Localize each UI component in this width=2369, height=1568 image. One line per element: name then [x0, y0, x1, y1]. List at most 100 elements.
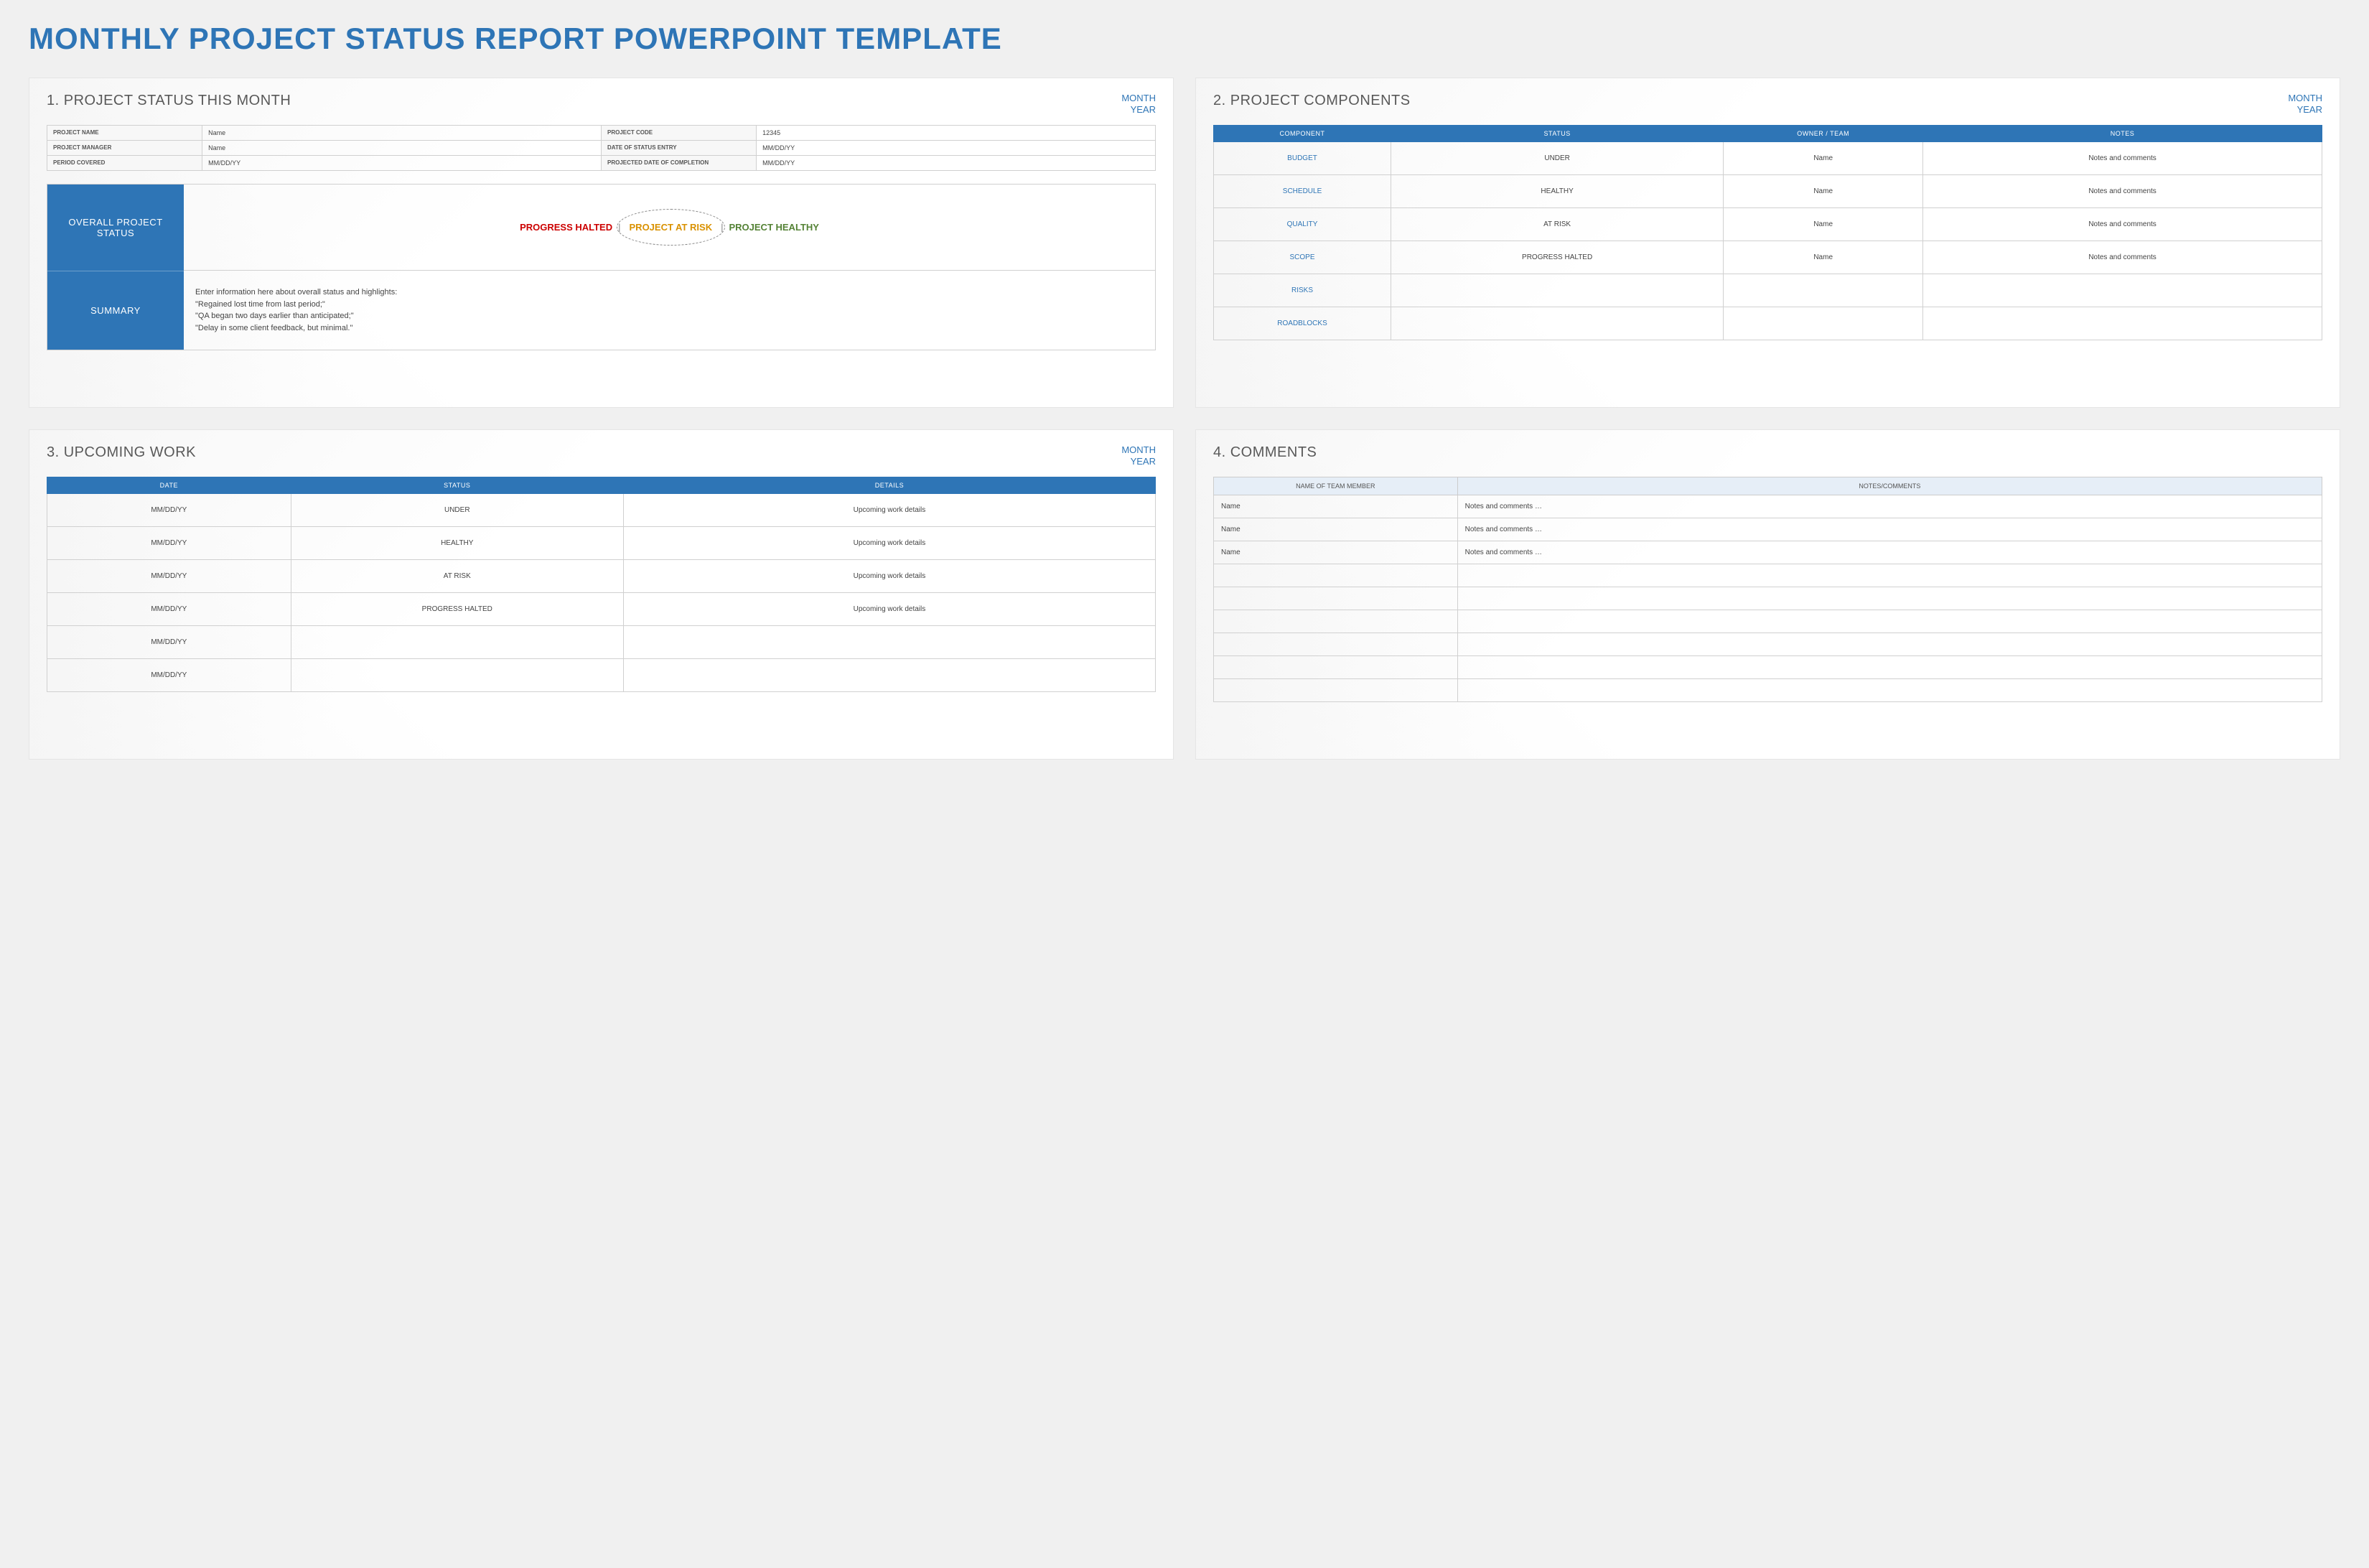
- summary-text[interactable]: Enter information here about overall sta…: [184, 271, 1155, 350]
- cell-name[interactable]: [1214, 679, 1458, 702]
- cell-status[interactable]: HEALTHY: [291, 527, 623, 560]
- cell-owner[interactable]: Name: [1724, 241, 1923, 274]
- cell-name[interactable]: [1214, 656, 1458, 679]
- col-status: STATUS: [1391, 126, 1724, 142]
- cell-details[interactable]: [623, 659, 1155, 692]
- cell-date[interactable]: MM/DD/YY: [47, 527, 291, 560]
- cell-name[interactable]: [1214, 587, 1458, 610]
- period-year: YEAR: [1121, 456, 1156, 467]
- cell-owner[interactable]: Name: [1724, 208, 1923, 241]
- table-row: [1214, 610, 2322, 633]
- cell-notes[interactable]: Notes and comments: [1923, 142, 2322, 175]
- cell-details[interactable]: Upcoming work details: [623, 560, 1155, 593]
- overall-status-block: OVERALL PROJECT STATUS PROGRESS HALTED |…: [47, 184, 1156, 350]
- col-notes: NOTES/COMMENTS: [1457, 477, 2322, 495]
- cell-details[interactable]: Upcoming work details: [623, 494, 1155, 527]
- col-notes: NOTES: [1923, 126, 2322, 142]
- slide2-title: 2. PROJECT COMPONENTS: [1213, 93, 1411, 109]
- cell-notes[interactable]: [1923, 307, 2322, 340]
- status-option-halted[interactable]: PROGRESS HALTED: [520, 222, 612, 233]
- period-year: YEAR: [1121, 104, 1156, 116]
- cell-name[interactable]: [1214, 633, 1458, 656]
- meta-value[interactable]: MM/DD/YY: [757, 141, 1156, 156]
- table-row: PROJECT NAME Name PROJECT CODE 12345: [47, 126, 1156, 141]
- cell-notes[interactable]: [1923, 274, 2322, 307]
- cell-notes[interactable]: Notes and comments: [1923, 175, 2322, 208]
- table-row: SCOPEPROGRESS HALTEDNameNotes and commen…: [1214, 241, 2322, 274]
- col-owner: OWNER / TEAM: [1724, 126, 1923, 142]
- cell-notes[interactable]: [1457, 656, 2322, 679]
- cell-status[interactable]: [291, 659, 623, 692]
- cell-notes[interactable]: Notes and comments: [1923, 208, 2322, 241]
- cell-status[interactable]: [1391, 307, 1724, 340]
- cell-name[interactable]: [1214, 564, 1458, 587]
- cell-notes[interactable]: [1457, 633, 2322, 656]
- cell-notes[interactable]: [1457, 610, 2322, 633]
- table-row: NameNotes and comments …: [1214, 518, 2322, 541]
- cell-status[interactable]: PROGRESS HALTED: [291, 593, 623, 626]
- cell-status[interactable]: UNDER: [1391, 142, 1724, 175]
- cell-name[interactable]: Name: [1214, 495, 1458, 518]
- table-row: MM/DD/YYAT RISKUpcoming work details: [47, 560, 1156, 593]
- cell-status[interactable]: UNDER: [291, 494, 623, 527]
- meta-value[interactable]: MM/DD/YY: [202, 156, 602, 171]
- cell-owner[interactable]: [1724, 274, 1923, 307]
- cell-owner[interactable]: Name: [1724, 142, 1923, 175]
- status-option-healthy[interactable]: PROJECT HEALTHY: [729, 222, 818, 233]
- meta-value[interactable]: 12345: [757, 126, 1156, 141]
- table-row: BUDGETUNDERNameNotes and comments: [1214, 142, 2322, 175]
- meta-label: PROJECT MANAGER: [47, 141, 202, 156]
- cell-name[interactable]: Name: [1214, 518, 1458, 541]
- cell-notes[interactable]: Notes and comments: [1923, 241, 2322, 274]
- table-row: [1214, 633, 2322, 656]
- cell-date[interactable]: MM/DD/YY: [47, 560, 291, 593]
- slide1-title: 1. PROJECT STATUS THIS MONTH: [47, 93, 291, 109]
- cell-details[interactable]: [623, 626, 1155, 659]
- cell-date[interactable]: MM/DD/YY: [47, 593, 291, 626]
- cell-date[interactable]: MM/DD/YY: [47, 659, 291, 692]
- table-row: PERIOD COVERED MM/DD/YY PROJECTED DATE O…: [47, 156, 1156, 171]
- slide3-title: 3. UPCOMING WORK: [47, 444, 196, 461]
- cell-details[interactable]: Upcoming work details: [623, 593, 1155, 626]
- table-row: MM/DD/YYHEALTHYUpcoming work details: [47, 527, 1156, 560]
- cell-notes[interactable]: Notes and comments …: [1457, 495, 2322, 518]
- components-table: COMPONENT STATUS OWNER / TEAM NOTES BUDG…: [1213, 125, 2322, 340]
- cell-details[interactable]: Upcoming work details: [623, 527, 1155, 560]
- cell-name[interactable]: Name: [1214, 541, 1458, 564]
- table-row: NameNotes and comments …: [1214, 541, 2322, 564]
- table-row: PROJECT MANAGER Name DATE OF STATUS ENTR…: [47, 141, 1156, 156]
- cell-notes[interactable]: Notes and comments …: [1457, 541, 2322, 564]
- cell-date[interactable]: MM/DD/YY: [47, 626, 291, 659]
- meta-label: PROJECTED DATE OF COMPLETION: [601, 156, 756, 171]
- cell-owner[interactable]: [1724, 307, 1923, 340]
- cell-name[interactable]: [1214, 610, 1458, 633]
- summary-label: SUMMARY: [47, 271, 184, 350]
- meta-value[interactable]: MM/DD/YY: [757, 156, 1156, 171]
- cell-date[interactable]: MM/DD/YY: [47, 494, 291, 527]
- slide-project-status: 1. PROJECT STATUS THIS MONTH MONTH YEAR …: [29, 78, 1174, 408]
- slide2-period: MONTH YEAR: [2288, 93, 2322, 115]
- table-row: ROADBLOCKS: [1214, 307, 2322, 340]
- meta-value[interactable]: Name: [202, 141, 602, 156]
- cell-notes[interactable]: [1457, 587, 2322, 610]
- cell-status[interactable]: PROGRESS HALTED: [1391, 241, 1724, 274]
- table-row: [1214, 679, 2322, 702]
- cell-status[interactable]: HEALTHY: [1391, 175, 1724, 208]
- cell-component: QUALITY: [1214, 208, 1391, 241]
- table-row: SCHEDULEHEALTHYNameNotes and comments: [1214, 175, 2322, 208]
- cell-owner[interactable]: Name: [1724, 175, 1923, 208]
- cell-notes[interactable]: [1457, 679, 2322, 702]
- cell-status[interactable]: [291, 626, 623, 659]
- cell-notes[interactable]: [1457, 564, 2322, 587]
- col-component: COMPONENT: [1214, 126, 1391, 142]
- cell-notes[interactable]: Notes and comments …: [1457, 518, 2322, 541]
- cell-status[interactable]: [1391, 274, 1724, 307]
- cell-status[interactable]: AT RISK: [291, 560, 623, 593]
- slide-components: 2. PROJECT COMPONENTS MONTH YEAR COMPONE…: [1195, 78, 2340, 408]
- col-date: DATE: [47, 477, 291, 494]
- meta-value[interactable]: Name: [202, 126, 602, 141]
- slide1-period: MONTH YEAR: [1121, 93, 1156, 115]
- cell-status[interactable]: AT RISK: [1391, 208, 1724, 241]
- table-row: QUALITYAT RISKNameNotes and comments: [1214, 208, 2322, 241]
- status-option-at-risk[interactable]: PROJECT AT RISK: [627, 216, 716, 238]
